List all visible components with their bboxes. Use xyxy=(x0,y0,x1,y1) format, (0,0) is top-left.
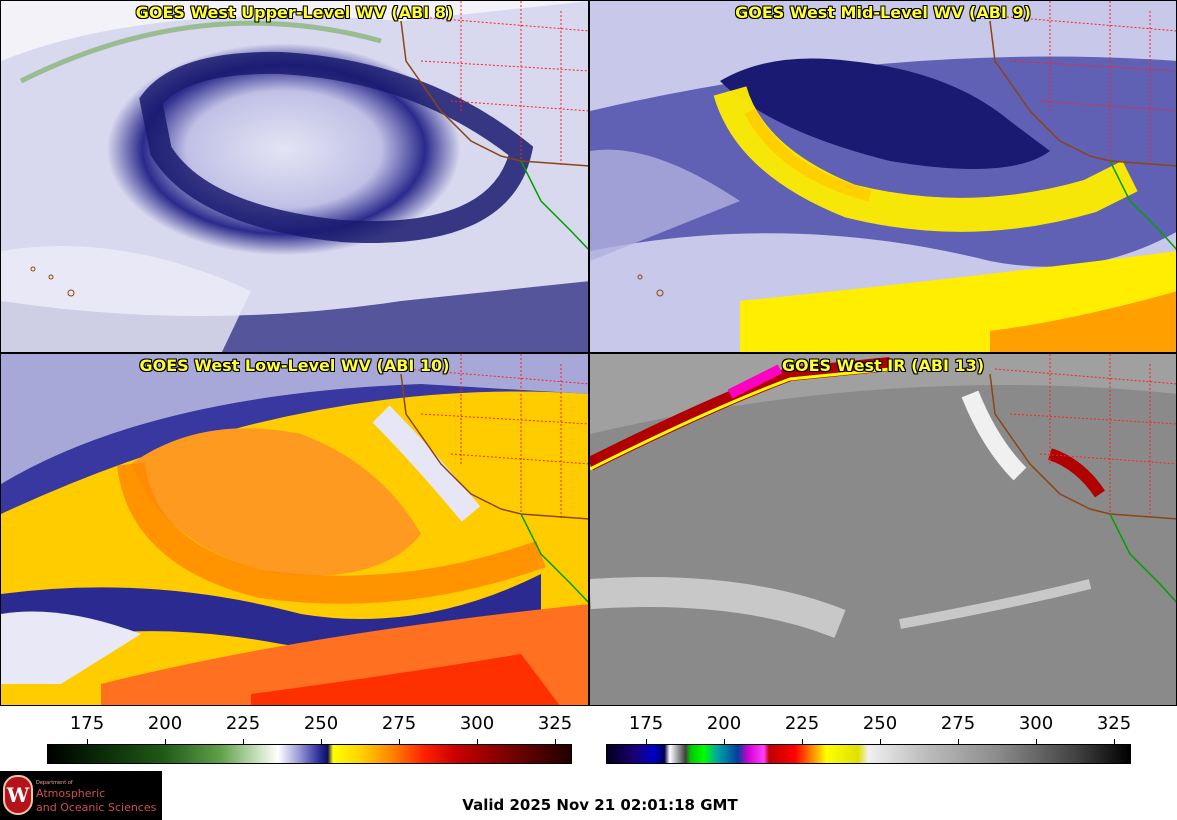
panel-title: GOES West Low-Level WV (ABI 10) xyxy=(139,356,450,375)
low-level-wv-panel: GOES West Low-Level WV (ABI 10) xyxy=(0,353,589,706)
aos-logo: W Department of Atmospheric and Oceanic … xyxy=(0,771,162,820)
panel-title: GOES West Upper-Level WV (ABI 8) xyxy=(135,3,454,22)
upper-level-wv-image xyxy=(1,1,588,352)
ir-image xyxy=(590,354,1176,705)
ir-tick-label: 325 xyxy=(1096,713,1132,734)
wv-tick-label: 250 xyxy=(303,713,339,734)
wv-colorbar xyxy=(47,744,572,764)
ir-tick-label: 200 xyxy=(706,713,742,734)
valid-time: Valid 2025 Nov 21 02:01:18 GMT xyxy=(462,796,738,814)
ir-tick-label: 175 xyxy=(628,713,664,734)
wv-tick-label: 225 xyxy=(225,713,261,734)
wv-tick-label: 325 xyxy=(537,713,573,734)
upper-level-wv-panel: GOES West Upper-Level WV (ABI 8) xyxy=(0,0,589,353)
panel-title: GOES West IR (ABI 13) xyxy=(781,356,985,375)
mid-level-wv-panel: GOES West Mid-Level WV (ABI 9) xyxy=(589,0,1177,353)
panel-title: GOES West Mid-Level WV (ABI 9) xyxy=(735,3,1031,22)
logo-line-2: and Oceanic Sciences xyxy=(36,801,157,814)
logo-line-1: Atmospheric xyxy=(36,787,106,800)
ir-colorbar xyxy=(606,744,1131,764)
low-level-wv-image xyxy=(1,354,588,705)
mid-level-wv-image xyxy=(590,1,1176,352)
logo-dept-line: Department of xyxy=(36,780,73,786)
wv-tick-label: 200 xyxy=(147,713,183,734)
wv-tick-label: 300 xyxy=(459,713,495,734)
ir-tick-label: 250 xyxy=(862,713,898,734)
wv-tick-label: 175 xyxy=(69,713,105,734)
ir-panel: GOES West IR (ABI 13) xyxy=(589,353,1177,706)
ir-tick-label: 275 xyxy=(940,713,976,734)
wv-tick-label: 275 xyxy=(381,713,417,734)
uw-seal-icon: W xyxy=(3,775,33,815)
ir-tick-label: 225 xyxy=(784,713,820,734)
ir-tick-label: 300 xyxy=(1018,713,1054,734)
